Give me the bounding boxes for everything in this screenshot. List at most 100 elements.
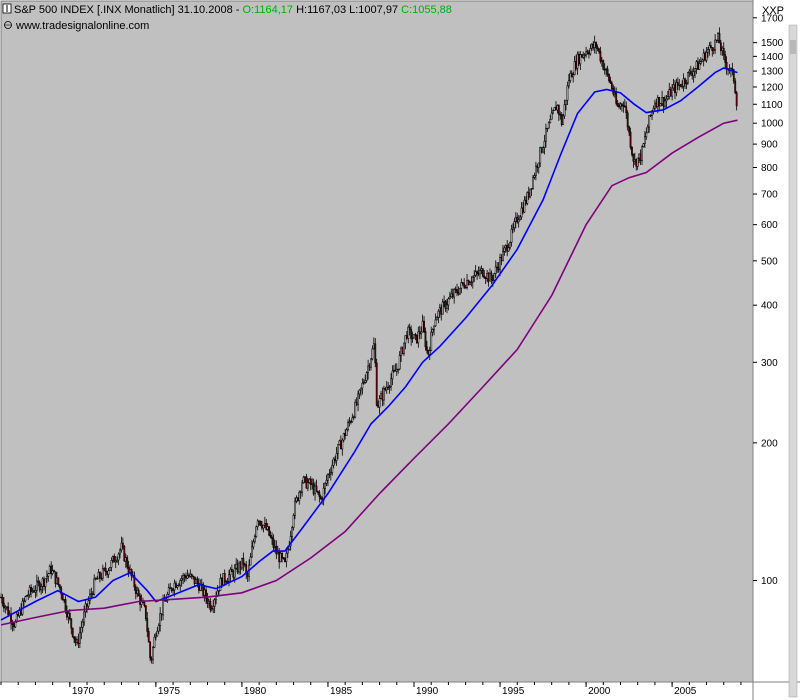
candle-up <box>533 175 536 178</box>
candle-up <box>45 575 48 580</box>
candle-up <box>656 96 659 107</box>
candle-down <box>265 523 268 530</box>
candle-down <box>724 54 727 63</box>
y-tick-label: 200 <box>761 438 778 449</box>
candle-down <box>278 552 281 563</box>
candle-down <box>187 575 190 577</box>
x-tick-label: 1980 <box>244 686 267 697</box>
y-tick-label: 600 <box>761 220 778 231</box>
x-tick-label: 1990 <box>416 686 439 697</box>
candle-down <box>205 589 207 599</box>
candle-up <box>537 162 540 168</box>
candle-down <box>318 492 321 497</box>
candle-down <box>100 577 103 579</box>
candle-up <box>675 82 678 93</box>
candle-down <box>368 365 371 368</box>
candle-down <box>305 476 308 489</box>
candle-up <box>136 589 139 594</box>
candle-down <box>271 536 273 540</box>
candle-down <box>524 199 527 204</box>
candle-up <box>666 96 669 100</box>
candle-up <box>395 369 398 372</box>
candle-up <box>154 635 157 638</box>
vertical-scrollbar-thumb[interactable] <box>790 40 796 54</box>
candle-up <box>367 365 370 374</box>
candle-up <box>48 565 51 574</box>
candle-up <box>466 280 468 288</box>
candle-up <box>210 608 213 611</box>
candle-down <box>731 68 734 71</box>
candle-up <box>203 589 206 596</box>
candle-up <box>469 282 471 286</box>
candle-down <box>623 105 626 108</box>
candle-up <box>311 483 314 485</box>
candle-down <box>684 78 686 84</box>
candle-down <box>272 538 275 548</box>
candle-down <box>220 578 223 587</box>
candle-down <box>113 555 116 563</box>
candle-down <box>734 80 737 93</box>
candle-up <box>360 387 362 391</box>
candle-up <box>553 107 556 111</box>
candle-up <box>664 100 666 107</box>
candle-up <box>262 524 265 529</box>
candle-up <box>437 310 440 318</box>
candle-up <box>285 552 288 563</box>
candle-down <box>243 563 246 566</box>
candle-up <box>493 273 496 281</box>
candle-down <box>709 45 712 48</box>
candle-up <box>502 251 504 262</box>
candle-down <box>206 598 209 605</box>
candle-down <box>467 280 470 286</box>
candle-up <box>605 68 608 71</box>
candle-up <box>702 52 705 61</box>
candle-down <box>516 216 519 223</box>
vertical-scrollbar[interactable] <box>788 24 798 698</box>
candle-up <box>179 580 182 586</box>
candle-up <box>182 575 185 580</box>
candle-up <box>643 136 646 144</box>
candle-up <box>701 59 704 63</box>
candle-up <box>708 45 711 50</box>
candle-up <box>342 433 345 441</box>
candle-up <box>659 103 662 107</box>
candle-up <box>390 378 392 388</box>
candle-down <box>424 331 427 348</box>
candle-up <box>279 553 282 563</box>
candle-down <box>662 97 665 107</box>
candle-down <box>618 105 620 108</box>
candle-down <box>38 582 41 591</box>
candle-down <box>70 618 73 629</box>
candle-up <box>286 549 289 554</box>
candle-down <box>50 565 53 575</box>
candle-down <box>209 600 212 611</box>
candle-down <box>602 60 605 70</box>
candle-down <box>463 283 466 288</box>
candle-up <box>441 301 444 315</box>
candle-up <box>431 329 434 333</box>
candle-up <box>370 358 372 368</box>
candle-up <box>443 301 446 303</box>
candle-up <box>335 453 338 461</box>
candle-up <box>348 421 351 424</box>
candle-up <box>681 85 684 88</box>
candle-up <box>562 115 565 125</box>
candle-up <box>450 293 453 298</box>
candle-down <box>275 545 278 555</box>
candle-up <box>255 526 258 538</box>
candle-down <box>375 362 378 406</box>
candle-down <box>37 580 40 583</box>
candle-up <box>721 47 724 51</box>
candle-down <box>0 596 2 599</box>
candle-up <box>543 140 546 148</box>
candle-up <box>352 416 355 419</box>
candle-down <box>2 602 5 609</box>
candle-down <box>121 542 124 547</box>
candle-up <box>109 567 111 571</box>
candle-down <box>476 271 478 274</box>
candle-up <box>186 575 189 579</box>
candle-down <box>223 573 226 582</box>
instrument-marker-icon <box>2 3 12 14</box>
candle-down <box>595 42 598 48</box>
